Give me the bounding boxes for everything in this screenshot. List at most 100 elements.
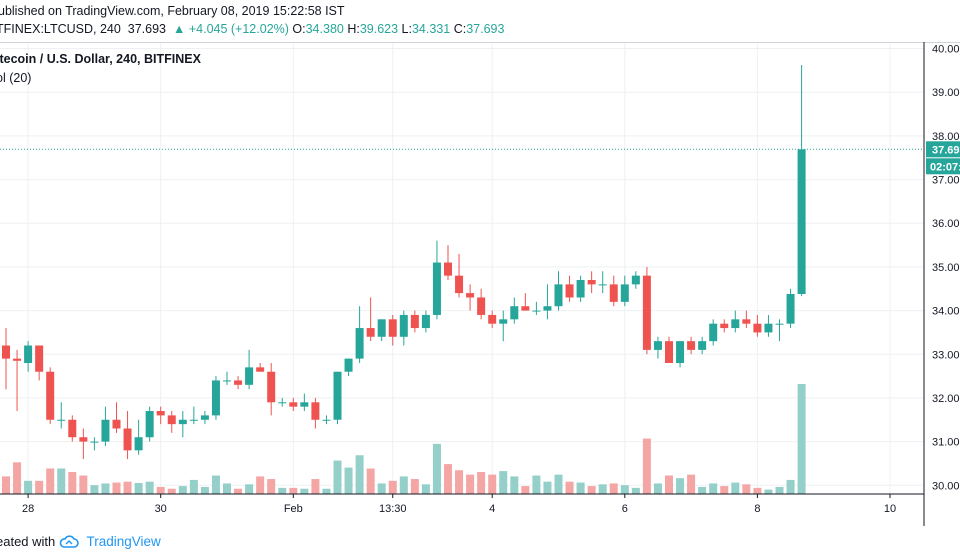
price-tick-label: 37.000 <box>932 175 960 187</box>
published-info: ublished on TradingView.com, February 08… <box>0 4 345 18</box>
time-tick-label: 30 <box>155 503 167 515</box>
candle-body <box>731 319 740 329</box>
volume-legend: ol (20) <box>0 71 32 85</box>
volume-bar <box>333 460 342 494</box>
candle <box>521 293 530 311</box>
candle-body <box>665 341 673 363</box>
candle <box>300 393 309 412</box>
candle <box>698 336 707 355</box>
candle-body <box>532 310 541 312</box>
volume-bar <box>112 482 121 494</box>
volume-bar <box>587 486 596 494</box>
volume-bar <box>223 483 231 494</box>
candle-body <box>234 380 243 385</box>
volume-bar <box>79 475 88 494</box>
volume-bar <box>156 486 165 494</box>
candle <box>245 349 254 390</box>
time-tick-label: 6 <box>622 503 628 515</box>
high-label: H: <box>347 22 360 36</box>
volume-bar <box>322 488 331 494</box>
candle-body <box>631 275 640 285</box>
candle-body <box>167 415 176 425</box>
volume-bar <box>234 488 243 494</box>
candle <box>432 240 441 320</box>
candle-body <box>521 306 530 311</box>
candle-body <box>775 323 784 325</box>
volume-bar <box>90 485 99 494</box>
candle-body <box>178 419 187 425</box>
change-value: +4.045 (+12.02%) <box>188 22 289 36</box>
candle-body <box>267 371 276 403</box>
volume-bar <box>101 483 110 494</box>
volume-bar <box>245 484 254 494</box>
candle-body <box>488 314 497 324</box>
candle-body <box>587 280 596 285</box>
candle <box>775 319 784 342</box>
candle <box>256 362 265 372</box>
countdown-badge-label: 02:07:0 <box>930 161 960 173</box>
price-tick-label: 36.000 <box>932 218 960 230</box>
time-tick-label: Feb <box>284 503 303 515</box>
candle <box>565 275 574 302</box>
last-price-badge <box>926 141 960 158</box>
candle <box>223 371 231 385</box>
candle <box>598 271 607 294</box>
volume-bar <box>57 468 66 494</box>
candle <box>134 419 143 455</box>
time-tick-label: 10 <box>884 503 896 515</box>
candle <box>355 306 364 363</box>
volume-bar <box>775 486 784 494</box>
tradingview-cloud-icon <box>59 535 79 552</box>
volume-bar <box>488 474 497 494</box>
low-value: 34.331 <box>411 22 451 36</box>
candle-body <box>598 284 607 286</box>
candle-body <box>421 314 430 329</box>
time-tick-label: 28 <box>22 503 34 515</box>
countdown-badge <box>926 158 960 175</box>
volume-bar <box>565 481 574 494</box>
candlestick-chart[interactable]: 37.693 02:07:0 40.000 39.000 38.000 37.000 36… <box>0 42 960 526</box>
chart-area[interactable]: 37.693 02:07:0 40.000 39.000 38.000 37.000 36… <box>0 42 960 526</box>
candle <box>2 328 10 390</box>
volume-bar <box>178 486 187 494</box>
candle <box>687 336 696 355</box>
tradingview-brand[interactable]: TradingView <box>86 534 161 549</box>
volume-bar <box>687 474 696 494</box>
candle-body <box>57 419 66 421</box>
candle-body <box>13 358 22 361</box>
candle-body <box>466 293 475 298</box>
candle <box>68 415 77 442</box>
high-value: 39.623 <box>359 22 399 36</box>
candle <box>410 310 419 333</box>
volume-bar <box>311 479 320 494</box>
candle <box>24 341 33 372</box>
volume-bar <box>764 489 773 494</box>
volume-bar <box>432 443 441 494</box>
candle-body <box>2 345 10 359</box>
candle <box>720 319 729 333</box>
candle <box>543 284 552 320</box>
candle-body <box>156 411 165 416</box>
candle-body <box>278 402 287 404</box>
candle <box>576 275 585 302</box>
chart-grid <box>0 42 960 494</box>
candle <box>753 314 762 337</box>
candle <box>764 314 773 337</box>
candle <box>466 284 475 311</box>
candle-body <box>289 402 298 407</box>
volume-bar <box>289 487 298 494</box>
candle <box>267 362 276 416</box>
candle <box>399 310 408 346</box>
candle <box>79 428 88 460</box>
candle-body <box>366 328 375 337</box>
candle <box>167 411 176 433</box>
volume-bar <box>742 484 751 494</box>
candle <box>123 411 132 460</box>
candle <box>455 253 464 298</box>
candle <box>477 288 486 320</box>
candle <box>620 275 629 307</box>
volume-bar <box>123 481 132 494</box>
candle <box>731 310 740 333</box>
chart-header: ublished on TradingView.com, February 08… <box>0 0 960 42</box>
candle-body <box>543 306 552 311</box>
